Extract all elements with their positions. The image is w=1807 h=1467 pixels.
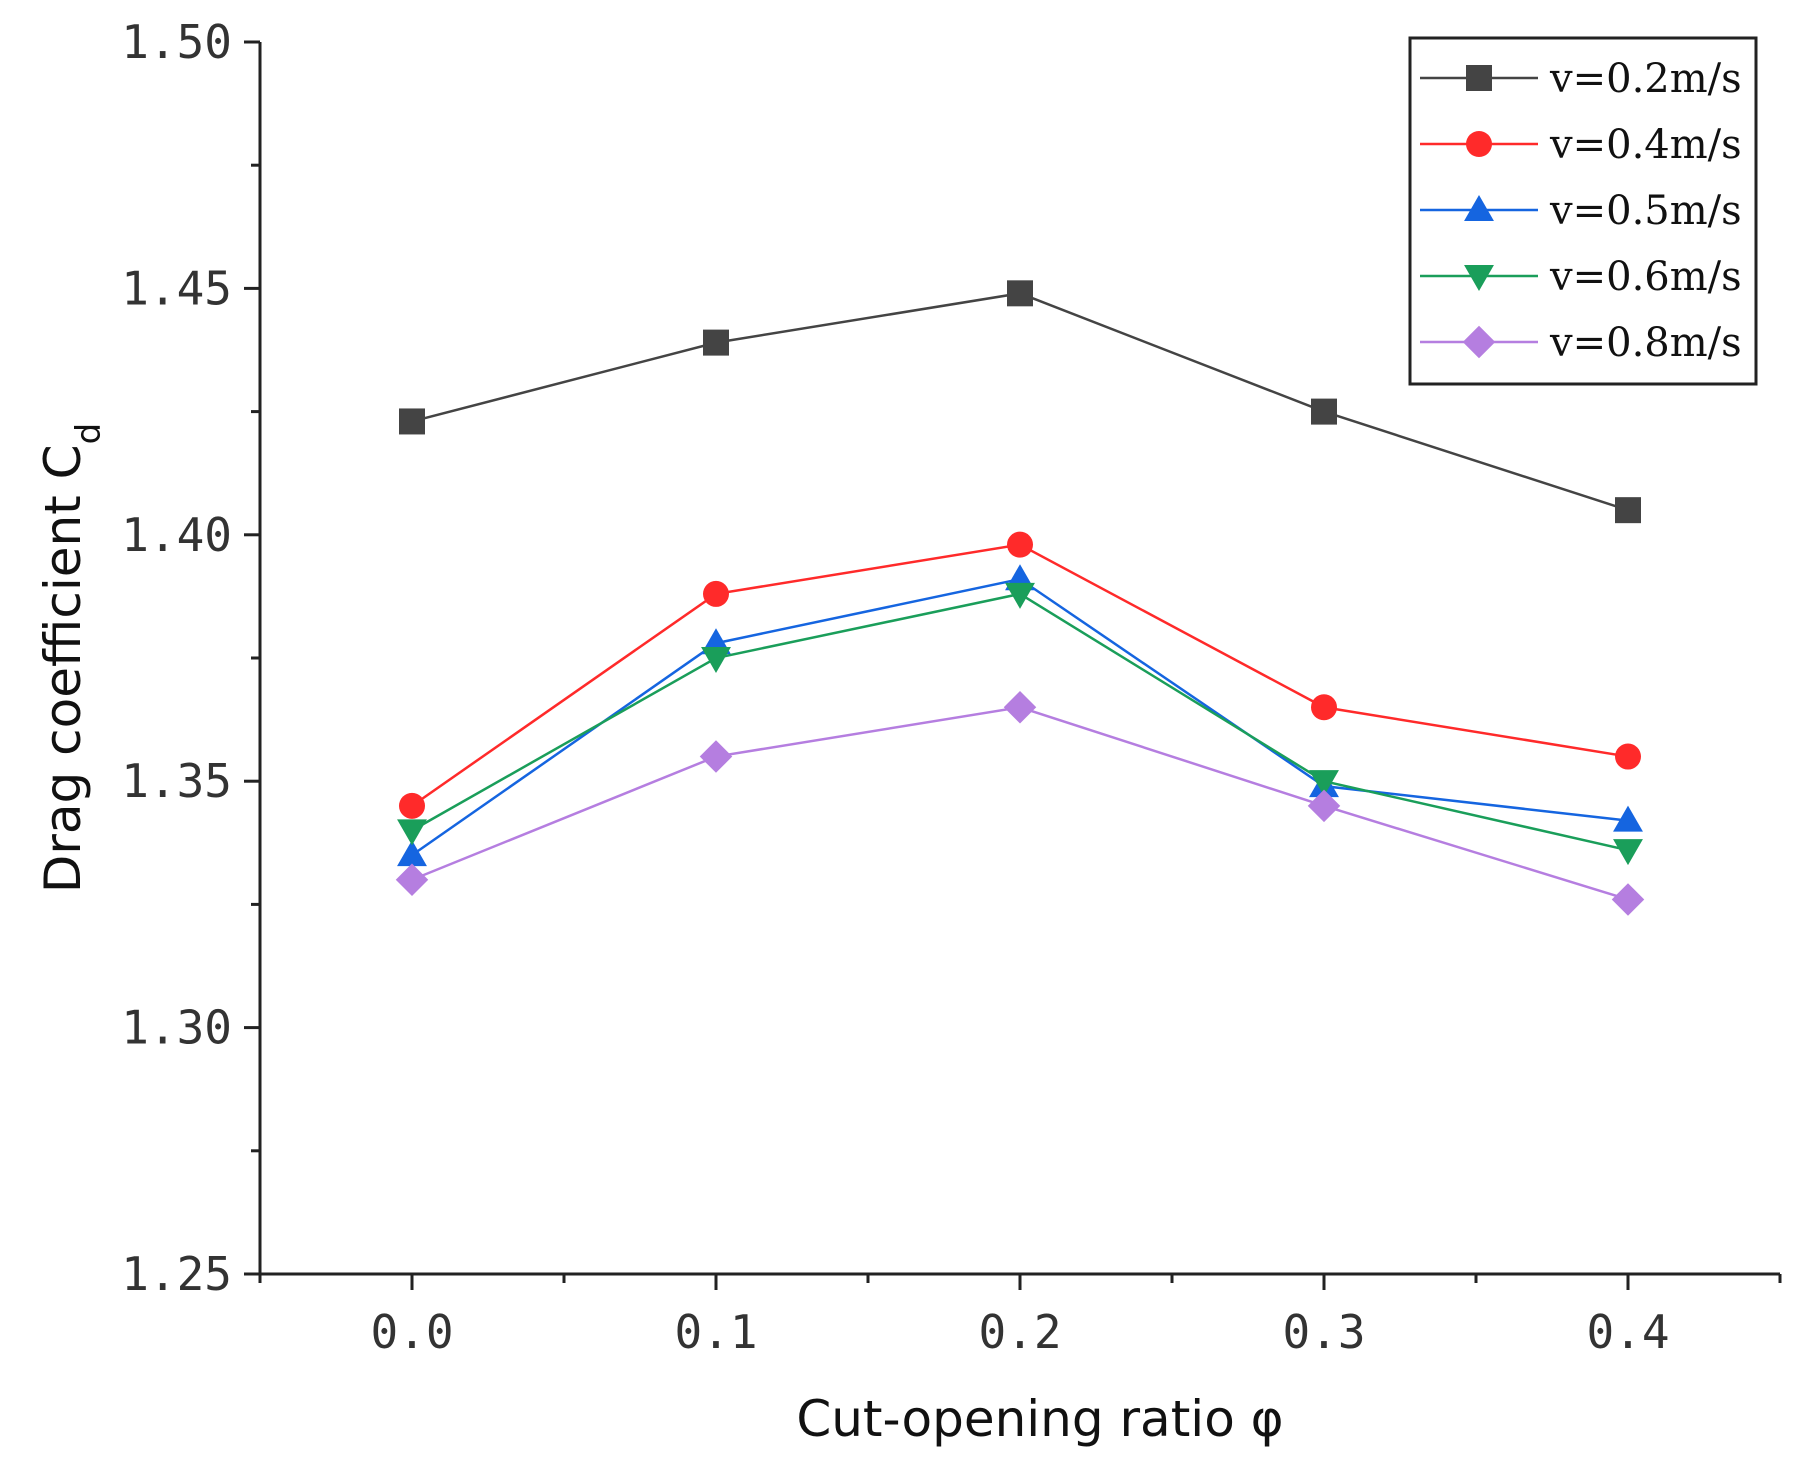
data-point — [399, 792, 425, 819]
y-axis-title-main: Drag coefficient C — [34, 444, 92, 893]
legend-label: v=0.8m/s — [1549, 320, 1742, 366]
data-point — [701, 646, 731, 673]
data-point — [1007, 280, 1033, 307]
y-tick-label: 1.45 — [121, 261, 232, 315]
y-tick-label: 1.35 — [121, 754, 232, 808]
series-line — [411, 705, 1629, 901]
x-tick-label: 0.0 — [370, 1305, 453, 1359]
series-v=0.2m/s — [399, 280, 1641, 524]
data-point — [1007, 531, 1033, 558]
data-point — [1307, 789, 1341, 823]
data-point — [1613, 805, 1643, 832]
x-tick-label: 0.3 — [1282, 1305, 1365, 1359]
data-point — [699, 740, 733, 773]
legend-label: v=0.5m/s — [1549, 188, 1742, 234]
legend: v=0.2m/s v=0.4m/s v=0.5m/s v=0.6m/s v=0.8m/s — [1408, 36, 1758, 386]
series-v=0.4m/s — [399, 531, 1641, 819]
axes: 1.25 1.30 1.35 1.40 1.45 1.50 0.0 0.1 0.2 0.3 0.4 — [121, 15, 1782, 1359]
data-point — [1615, 497, 1641, 524]
legend-label: v=0.2m/s — [1549, 56, 1742, 102]
legend-marker — [1466, 65, 1492, 91]
legend-entry: v=0.2m/s — [1420, 56, 1742, 102]
x-tick-label: 0.2 — [978, 1305, 1061, 1359]
series-v=0.6m/s — [397, 582, 1643, 866]
data-point — [1003, 691, 1037, 724]
data-point — [1611, 883, 1645, 916]
data-point — [703, 580, 729, 607]
y-tick-label: 1.40 — [121, 508, 232, 562]
x-tick-label: 0.1 — [674, 1305, 757, 1359]
legend-entry: v=0.5m/s — [1420, 188, 1742, 234]
data-point — [1311, 694, 1337, 721]
data-point — [395, 863, 429, 897]
data-point — [1005, 582, 1035, 609]
data-point — [703, 329, 729, 356]
series-layer — [395, 280, 1645, 916]
data-point — [1615, 743, 1641, 770]
data-point — [399, 408, 425, 435]
legend-marker — [1466, 131, 1492, 157]
data-point — [1613, 839, 1643, 866]
legend-entry: v=0.4m/s — [1420, 122, 1742, 168]
y-axis-title: Drag coefficient Cd — [34, 423, 109, 893]
legend-marker — [1464, 195, 1494, 222]
x-tick-label: 0.4 — [1586, 1305, 1669, 1359]
legend-label: v=0.6m/s — [1549, 254, 1742, 300]
legend-entry: v=0.6m/s — [1420, 254, 1742, 300]
y-tick-label: 1.30 — [121, 1001, 232, 1055]
data-point — [1311, 398, 1337, 425]
y-axis-title-subscript: d — [69, 423, 109, 445]
legend-marker — [1462, 325, 1496, 359]
data-point — [397, 840, 427, 867]
legend-entry: v=0.8m/s — [1420, 320, 1742, 366]
y-tick-label: 1.25 — [121, 1247, 232, 1301]
legend-marker — [1464, 264, 1494, 291]
series-v=0.8m/s — [395, 691, 1645, 916]
legend-label: v=0.4m/s — [1549, 122, 1742, 168]
x-axis-title: Cut-opening ratio φ — [796, 1390, 1283, 1448]
data-point — [397, 819, 427, 846]
y-tick-label: 1.50 — [121, 15, 232, 69]
data-point — [1309, 770, 1339, 797]
